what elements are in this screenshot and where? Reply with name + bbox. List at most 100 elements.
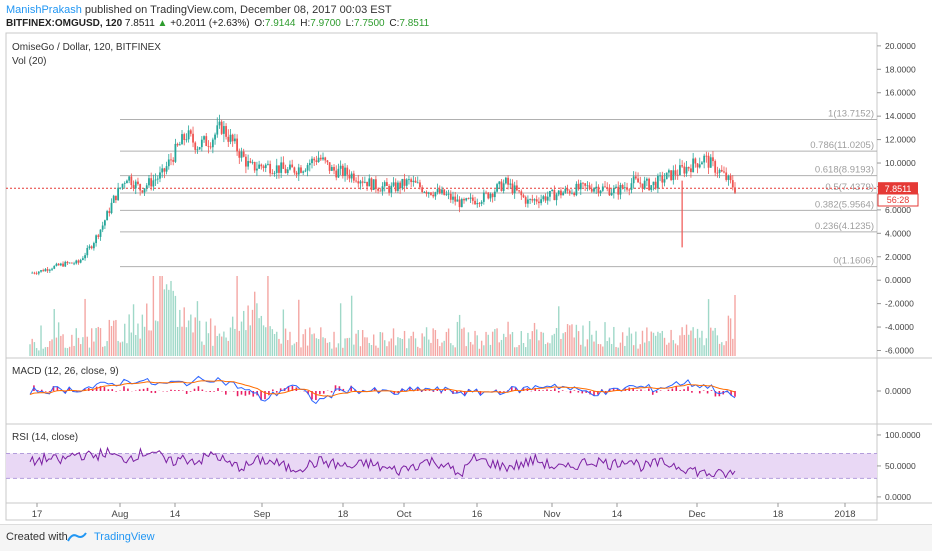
candle-body <box>122 184 124 188</box>
volume-bar <box>461 329 462 356</box>
macd-histogram-bar <box>276 391 278 393</box>
candle-body <box>86 248 88 255</box>
time-tick-label: Nov <box>544 509 561 520</box>
candle-body <box>437 189 439 192</box>
candle-body <box>445 194 447 195</box>
candle-body <box>463 199 465 200</box>
candle-body <box>584 183 586 185</box>
volume-bar <box>388 341 389 356</box>
tradingview-link[interactable]: TradingView <box>94 531 155 543</box>
volume-bar <box>287 340 288 356</box>
candle-body <box>595 187 597 188</box>
volume-bar <box>124 324 125 356</box>
candle-body <box>256 169 258 171</box>
volume-bar <box>373 334 374 356</box>
fib-level-label: 1(13.7152) <box>828 108 874 119</box>
volume-bar <box>91 328 92 356</box>
price-tick-label: 10.0000 <box>885 158 916 168</box>
candle-body <box>560 191 562 196</box>
candle-body <box>282 162 284 168</box>
candle-body <box>470 198 472 199</box>
volume-bar <box>545 344 546 356</box>
fib-level-label: 0.786(11.0205) <box>810 140 874 151</box>
candle-body <box>483 193 485 202</box>
candle-body <box>34 273 36 274</box>
candle-body <box>152 180 154 186</box>
volume-bar <box>43 349 44 356</box>
candle-body <box>117 188 119 200</box>
volume-bar <box>393 328 394 356</box>
volume-bar <box>58 322 59 356</box>
macd-histogram-bar <box>249 391 251 395</box>
candle-body <box>527 199 529 203</box>
candle-body <box>710 157 712 167</box>
volume-bar <box>512 332 513 356</box>
volume-bar <box>311 334 312 356</box>
volume-bar <box>34 342 35 356</box>
macd-histogram-bar <box>151 391 153 393</box>
candle-body <box>379 191 381 192</box>
candle-body <box>419 182 421 187</box>
macd-histogram-bar <box>550 390 552 391</box>
candle-body <box>692 159 694 173</box>
volume-bar <box>82 337 83 356</box>
volume-bar <box>452 345 453 356</box>
volume-bar <box>640 344 641 356</box>
volume-bar <box>435 330 436 356</box>
volume-bar <box>659 333 660 356</box>
volume-bar <box>272 329 273 356</box>
candle-body <box>690 168 692 172</box>
candle-body <box>203 136 205 140</box>
volume-bar <box>494 329 495 356</box>
volume-bar <box>380 332 381 356</box>
volume-bar <box>146 304 147 356</box>
volume-bar <box>518 345 519 356</box>
volume-bar <box>206 322 207 356</box>
candle-body <box>520 191 522 195</box>
volume-bar <box>294 344 295 356</box>
macd-histogram-bar <box>178 390 180 391</box>
candle-body <box>51 269 53 270</box>
time-tick-label: 16 <box>472 509 483 520</box>
volume-bar <box>490 345 491 356</box>
volume-bar <box>320 327 321 356</box>
candle-body <box>135 182 137 189</box>
volume-bar <box>492 332 493 356</box>
volume-bar <box>106 341 107 356</box>
volume-bar <box>404 331 405 356</box>
volume-bar <box>395 345 396 356</box>
volume-bar <box>157 321 158 356</box>
candle-body <box>115 196 117 200</box>
volume-bar <box>307 346 308 356</box>
macd-histogram-bar <box>319 391 321 394</box>
candle-body <box>349 175 351 179</box>
volume-bar <box>126 343 127 356</box>
candle-body <box>298 167 300 174</box>
candle-body <box>311 159 313 163</box>
candle-body <box>344 168 346 176</box>
volume-bar <box>571 324 572 356</box>
candle-body <box>175 144 177 162</box>
macd-histogram-bar <box>554 388 556 391</box>
volume-bar <box>399 338 400 356</box>
candle-body <box>95 235 97 243</box>
volume-bar <box>593 342 594 356</box>
time-tick-label: 18 <box>338 509 349 520</box>
macd-histogram-bar <box>699 391 701 393</box>
macd-histogram-bar <box>272 389 274 391</box>
volume-bar <box>670 330 671 356</box>
candle-body <box>221 122 223 134</box>
candle-body <box>490 194 492 198</box>
candle-body <box>646 179 648 181</box>
candle-body <box>476 203 478 204</box>
candle-body <box>558 191 560 195</box>
candle-body <box>666 173 668 180</box>
macd-histogram-bar <box>668 390 670 391</box>
volume-bar <box>285 329 286 356</box>
volume-bar <box>523 343 524 356</box>
candle-body <box>498 182 500 185</box>
volume-bar <box>474 331 475 356</box>
candle-body <box>56 264 58 266</box>
candle-body <box>421 187 423 192</box>
